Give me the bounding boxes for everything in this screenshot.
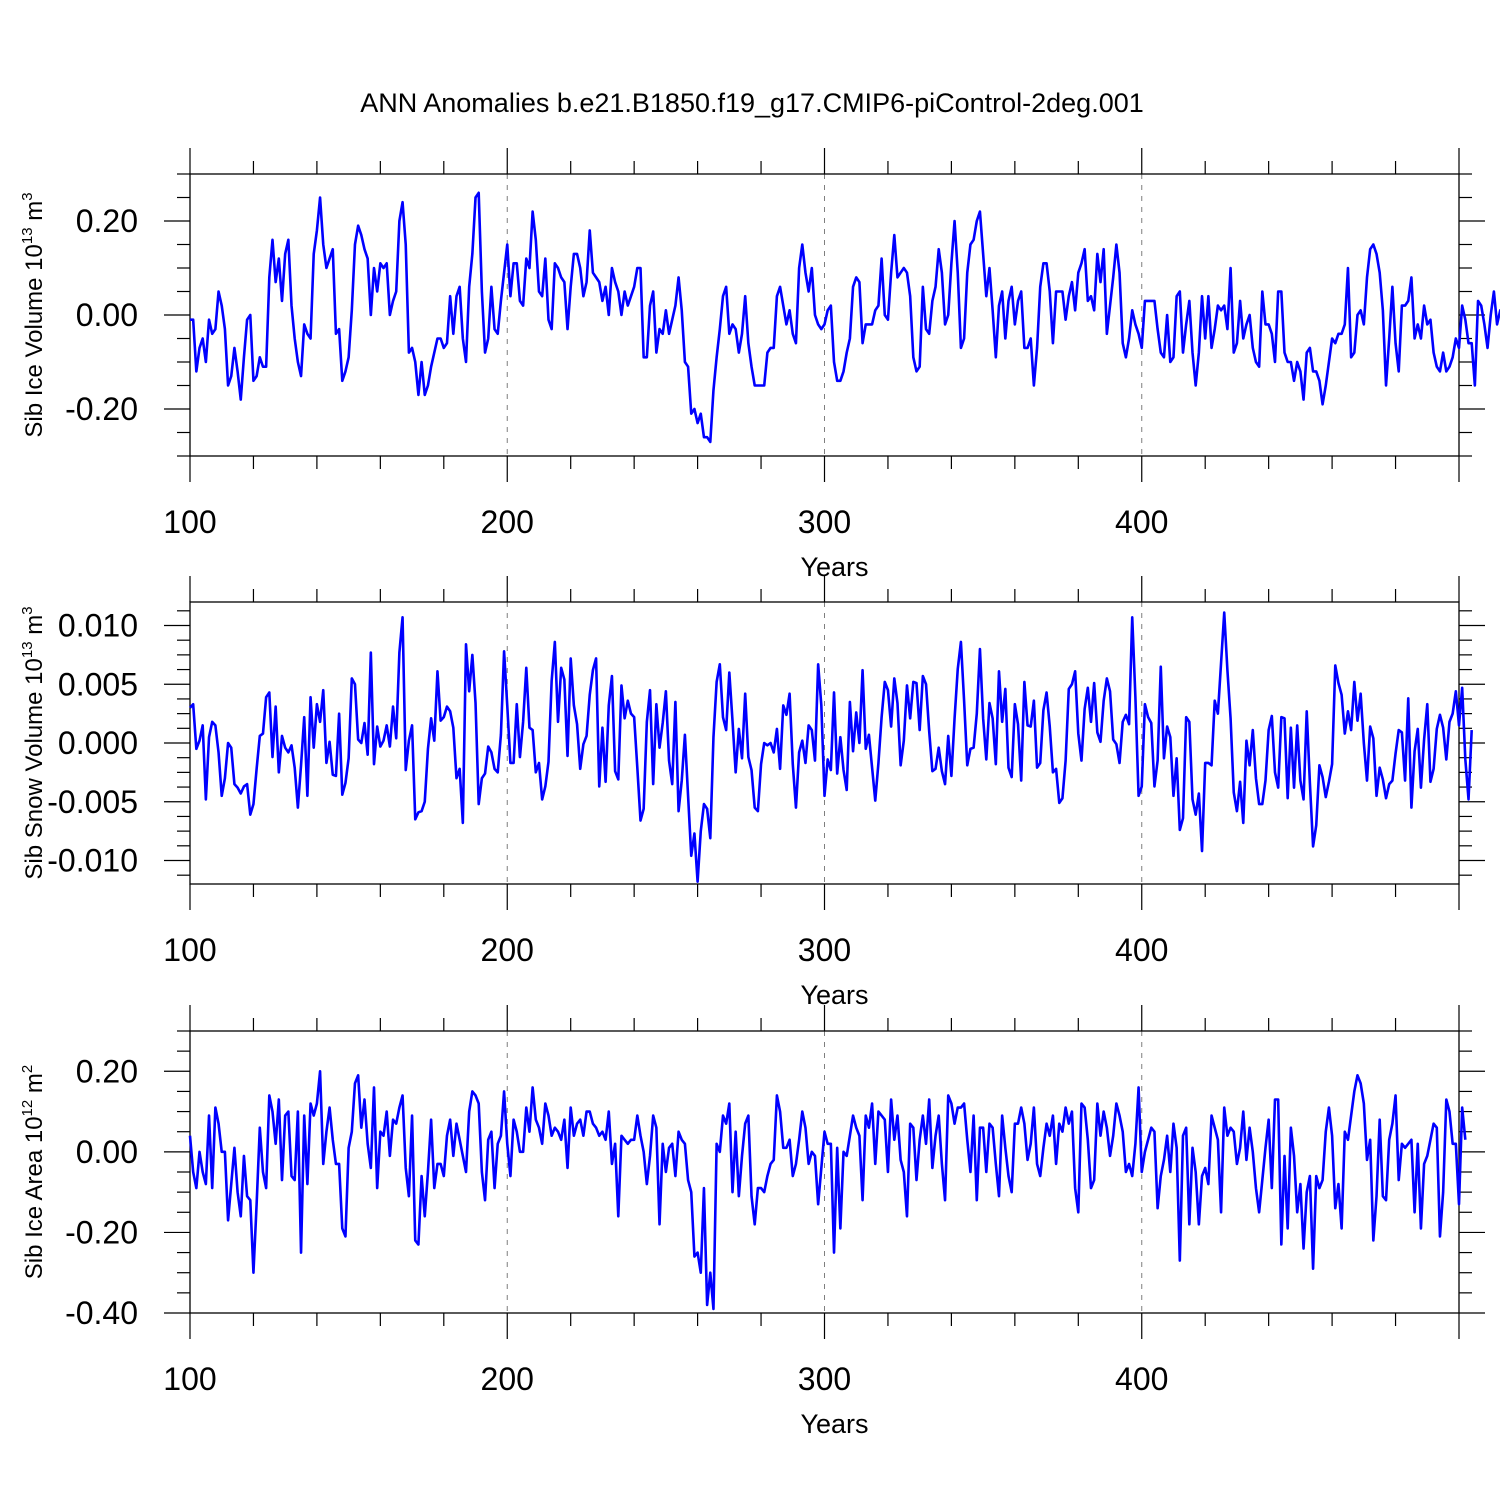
y-axis-label: Sib Ice Area 1012 m2 xyxy=(19,1065,48,1279)
y-tick-label: -0.005 xyxy=(47,784,138,820)
y-tick-label: 0.005 xyxy=(58,666,138,702)
y-tick-label: 0.00 xyxy=(76,1134,138,1170)
y-tick-label: 0.20 xyxy=(76,203,138,239)
chart-title: ANN Anomalies b.e21.B1850.f19_g17.CMIP6-… xyxy=(360,88,1144,118)
y-tick-label: 0.00 xyxy=(76,297,138,333)
y-tick-label: 0.20 xyxy=(76,1053,138,1089)
x-tick-label: 100 xyxy=(163,504,216,540)
x-tick-label: 300 xyxy=(798,504,851,540)
x-tick-label: 400 xyxy=(1115,504,1168,540)
y-axis-label: Sib Snow Volume 1013 m3 xyxy=(19,606,48,879)
y-axis-label: Sib Ice Volume 1013 m3 xyxy=(19,192,48,437)
y-tick-label: -0.010 xyxy=(47,843,138,879)
x-tick-label: 400 xyxy=(1115,1361,1168,1397)
y-tick-label: -0.40 xyxy=(65,1295,138,1331)
x-tick-label: 400 xyxy=(1115,932,1168,968)
plot-frame xyxy=(189,1030,1460,1314)
series-line xyxy=(190,191,1500,444)
x-tick-label: 200 xyxy=(481,932,534,968)
y-tick-label: -0.20 xyxy=(65,391,138,427)
x-axis-label: Years xyxy=(800,552,868,582)
x-tick-label: 100 xyxy=(163,932,216,968)
y-tick-label: -0.20 xyxy=(65,1214,138,1250)
x-tick-label: 100 xyxy=(163,1361,216,1397)
x-axis-label: Years xyxy=(800,1409,868,1439)
series-line xyxy=(188,1069,1467,1311)
x-tick-label: 200 xyxy=(481,1361,534,1397)
plot-frame xyxy=(189,173,1460,457)
x-axis-label: Years xyxy=(800,980,868,1010)
x-tick-label: 200 xyxy=(481,504,534,540)
x-tick-label: 300 xyxy=(798,1361,851,1397)
y-tick-label: 0.000 xyxy=(58,725,138,761)
y-tick-label: 0.010 xyxy=(58,608,138,644)
x-tick-label: 300 xyxy=(798,932,851,968)
series-line xyxy=(189,611,1473,883)
